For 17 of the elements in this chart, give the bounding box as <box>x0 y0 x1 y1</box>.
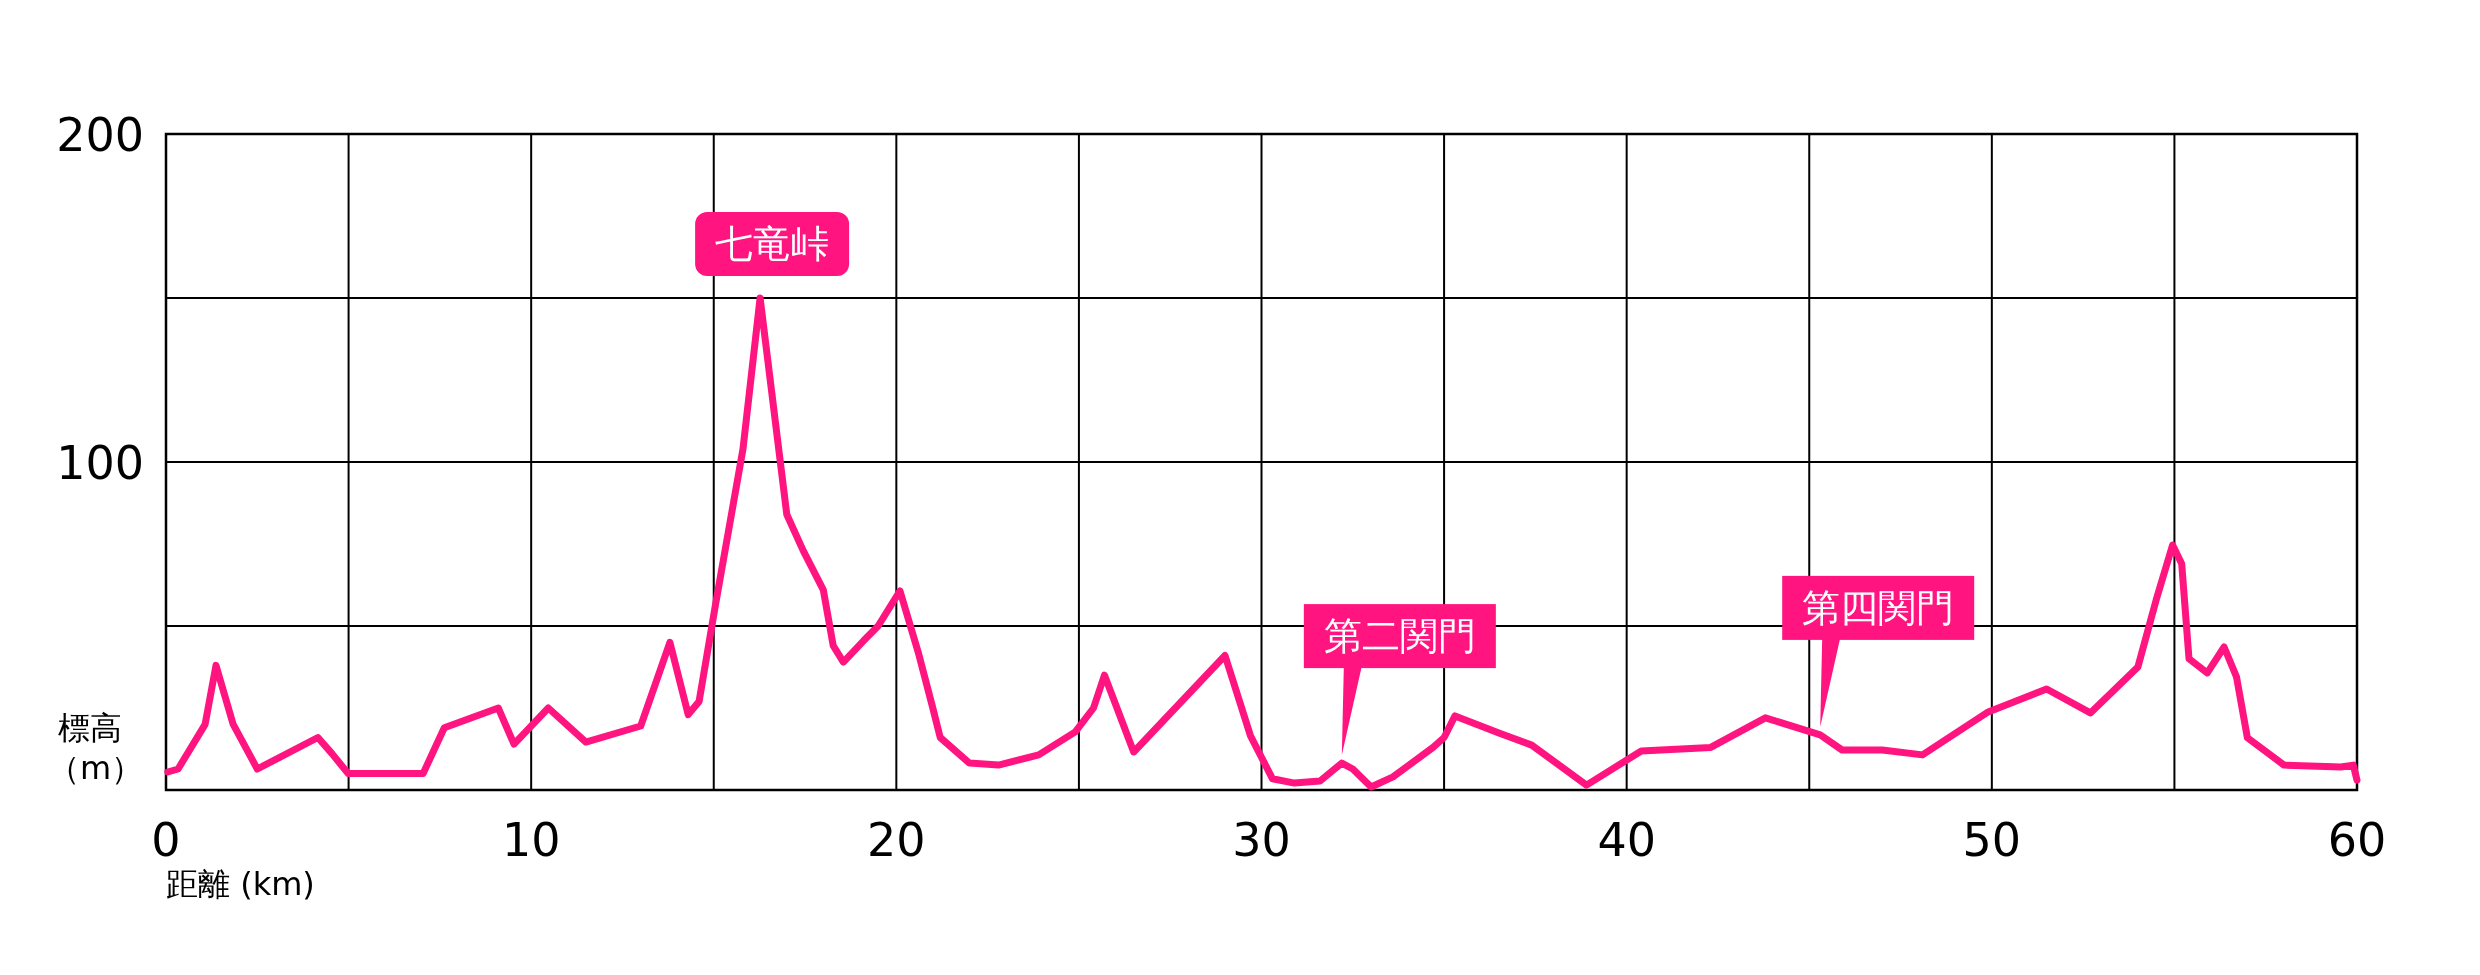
annotation: 七竜峠 <box>695 212 850 276</box>
x-tick-label: 30 <box>1232 813 1291 867</box>
x-tick-label: 10 <box>501 813 561 867</box>
x-axis-title: 距離 (km) <box>166 865 315 903</box>
x-tick-label: 20 <box>867 813 926 867</box>
x-tick-label: 60 <box>2327 813 2387 867</box>
x-tick-label: 40 <box>1597 813 1656 867</box>
annotation: 第二関門 <box>1303 604 1496 756</box>
annotation: 七竜峠 <box>715 222 830 266</box>
y-tick-label: 200 <box>56 108 144 162</box>
annotation: 第四関門 <box>1782 575 1975 727</box>
y-tick-label: 100 <box>56 436 144 490</box>
annotation: 第四関門 <box>1802 585 1955 630</box>
annotation: 第二関門 <box>1323 614 1476 659</box>
y-axis-title: 標高（m） <box>48 708 144 788</box>
x-tick-label: 50 <box>1962 813 2022 867</box>
x-tick-label: 0 <box>151 813 181 867</box>
